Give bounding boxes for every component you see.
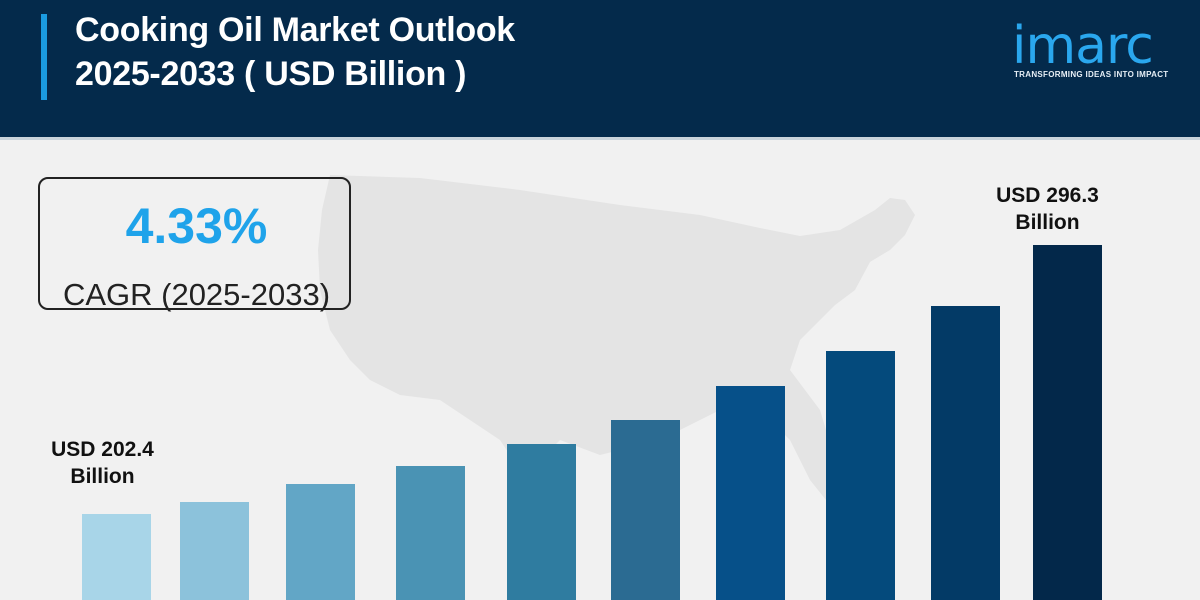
bar-2032 xyxy=(826,351,895,600)
bar-2025 xyxy=(82,514,151,600)
end-value-line-2: Billion xyxy=(1015,211,1080,234)
logo-tagline: TRANSFORMING IDEAS INTO IMPACT xyxy=(1014,70,1169,79)
title-line-1: Cooking Oil Market Outlook xyxy=(75,11,515,49)
title-accent-bar xyxy=(41,14,47,100)
logo-wordmark: imarc xyxy=(1012,16,1154,76)
bar-2033 xyxy=(931,306,1000,600)
bar-2026 xyxy=(180,502,249,600)
end-value-label: USD 296.3 Billion xyxy=(975,182,1120,236)
cagr-label: CAGR (2025-2033) xyxy=(62,277,331,312)
imarc-logo: imarc TRANSFORMING IDEAS INTO IMPACT xyxy=(1010,12,1170,92)
start-value-line-1: USD 202.4 xyxy=(51,438,154,461)
bar-2029 xyxy=(507,444,576,600)
bar-2034 xyxy=(1033,245,1102,600)
page-title: Cooking Oil Market Outlook 2025-2033 ( U… xyxy=(75,8,515,96)
bar-2030 xyxy=(611,420,680,600)
bar-2027 xyxy=(286,484,355,600)
header-banner: Cooking Oil Market Outlook 2025-2033 ( U… xyxy=(0,0,1200,137)
header-divider xyxy=(0,137,1200,140)
start-value-line-2: Billion xyxy=(70,465,135,488)
bar-2028 xyxy=(396,466,465,600)
usa-map-background-icon xyxy=(318,175,915,505)
cagr-card: 4.33% CAGR (2025-2033) xyxy=(38,177,351,312)
cagr-value: 4.33% xyxy=(125,198,268,254)
start-value-label: USD 202.4 Billion xyxy=(30,436,175,490)
end-value-line-1: USD 296.3 xyxy=(996,184,1099,207)
bar-2031 xyxy=(716,386,785,600)
title-line-2: 2025-2033 ( USD Billion ) xyxy=(75,55,467,93)
